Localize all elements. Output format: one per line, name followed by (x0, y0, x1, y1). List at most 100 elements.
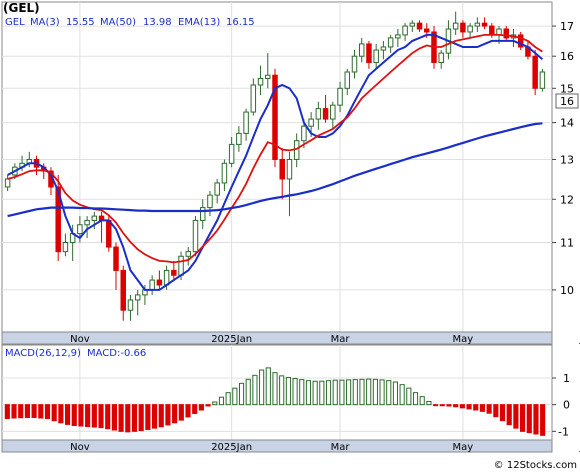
macd-bar (245, 378, 251, 406)
candle-body (301, 125, 307, 142)
price-date-labels: Nov2025JanMarMayJulSep (70, 334, 580, 345)
macd-bar (265, 367, 271, 406)
candle-body (438, 52, 444, 63)
macd-bar (78, 404, 84, 427)
macd-bar (499, 404, 506, 422)
macd-date-label: Jul (579, 442, 580, 453)
price-tick-label: 11 (560, 237, 574, 250)
macd-bar (325, 380, 332, 406)
candle-body (337, 87, 343, 106)
candle-body (134, 294, 141, 301)
macd-bar (506, 404, 512, 426)
macd-bar (379, 379, 385, 406)
macd-bar (192, 404, 198, 414)
macd-bar (85, 404, 91, 428)
macd-bar (98, 404, 104, 429)
price-date-label: 2025Jan (211, 334, 252, 345)
last-price-label: 16 (560, 95, 574, 108)
macd-bar (105, 404, 111, 430)
candle-body (236, 132, 242, 145)
candle-body (395, 34, 401, 39)
macd-date-label: 2025Jan (211, 442, 252, 453)
legend-macd-value: MACD:-0.66 (87, 348, 146, 359)
macd-bar (540, 404, 546, 436)
macd-bar (151, 404, 158, 429)
candle-body (55, 186, 61, 253)
macd-bar (412, 392, 419, 406)
price-tick-label: 12 (560, 193, 574, 206)
candle-body (127, 299, 134, 311)
candle-body (474, 22, 481, 27)
macd-bar (178, 404, 184, 421)
macd-bar (493, 404, 499, 418)
macd-bar (272, 372, 278, 406)
macd-bar (58, 404, 64, 424)
macd-bar (332, 379, 338, 406)
candle-body (228, 143, 235, 164)
macd-bar (44, 404, 51, 420)
candle-body (351, 55, 358, 73)
candle-body (286, 158, 293, 180)
candle-body (265, 74, 271, 79)
macd-bar (433, 404, 439, 407)
macd-bar (473, 404, 479, 411)
macd-bar (38, 404, 44, 419)
macd-bar (453, 404, 459, 408)
macd-bar (305, 380, 312, 406)
macd-axis-labels: -1 0 1 (552, 372, 570, 438)
watermark: © 12Stocks.com (494, 460, 577, 471)
macd-bar (185, 404, 191, 418)
candle-body (532, 55, 538, 89)
legend-ma3-label: MA(3) (30, 17, 60, 28)
macd-bar (392, 381, 399, 406)
candle-body (171, 269, 177, 276)
series-line-ma50 (7, 122, 543, 218)
candle-body (207, 194, 213, 209)
candle-body (416, 22, 423, 30)
macd-bar (259, 369, 265, 406)
legend-ticker: GEL (5, 17, 25, 28)
price-marks (4, 11, 546, 321)
candle-body (330, 104, 336, 120)
macd-bar (172, 404, 178, 424)
macd-bar (218, 396, 225, 406)
candle-body (539, 71, 546, 89)
candle-body (517, 34, 524, 48)
macd-date-label: Mar (331, 442, 351, 453)
macd-bar (252, 374, 258, 406)
macd-date-label: May (453, 442, 474, 453)
macd-bar (18, 404, 24, 419)
macd-bar (145, 404, 151, 430)
macd-tick-label: 0 (563, 399, 570, 412)
candle-body (149, 279, 155, 291)
candle-body (503, 28, 509, 39)
candle-body (113, 246, 119, 271)
price-tick-label: 10 (560, 284, 574, 297)
macd-bar (319, 380, 325, 406)
candle-body (106, 219, 112, 248)
macd-bar (71, 404, 77, 426)
candle-body (243, 111, 249, 134)
last-price-tag (555, 93, 579, 109)
macd-bar (346, 379, 352, 406)
macd-bar (158, 404, 164, 428)
macd-bar (4, 404, 10, 420)
macd-bar (279, 375, 285, 406)
price-tick-label: 13 (560, 153, 574, 166)
legend-ema13-label: EMA(13) (178, 17, 220, 28)
macd-bar (386, 380, 392, 406)
macd-bar (205, 404, 211, 407)
candle-body (4, 178, 11, 188)
macd-bar (285, 376, 291, 406)
candle-body (424, 28, 430, 33)
legend-macd-label: MACD(26,12,9) (5, 348, 81, 359)
macd-date-label: Nov (70, 442, 90, 453)
macd-bar (520, 404, 526, 432)
macd-bar (352, 379, 358, 406)
macd-bar (459, 404, 465, 409)
macd-bar (51, 404, 57, 422)
macd-bar (406, 387, 412, 406)
macd-date-labels: Nov2025JanMarMayJulSep (70, 442, 580, 453)
